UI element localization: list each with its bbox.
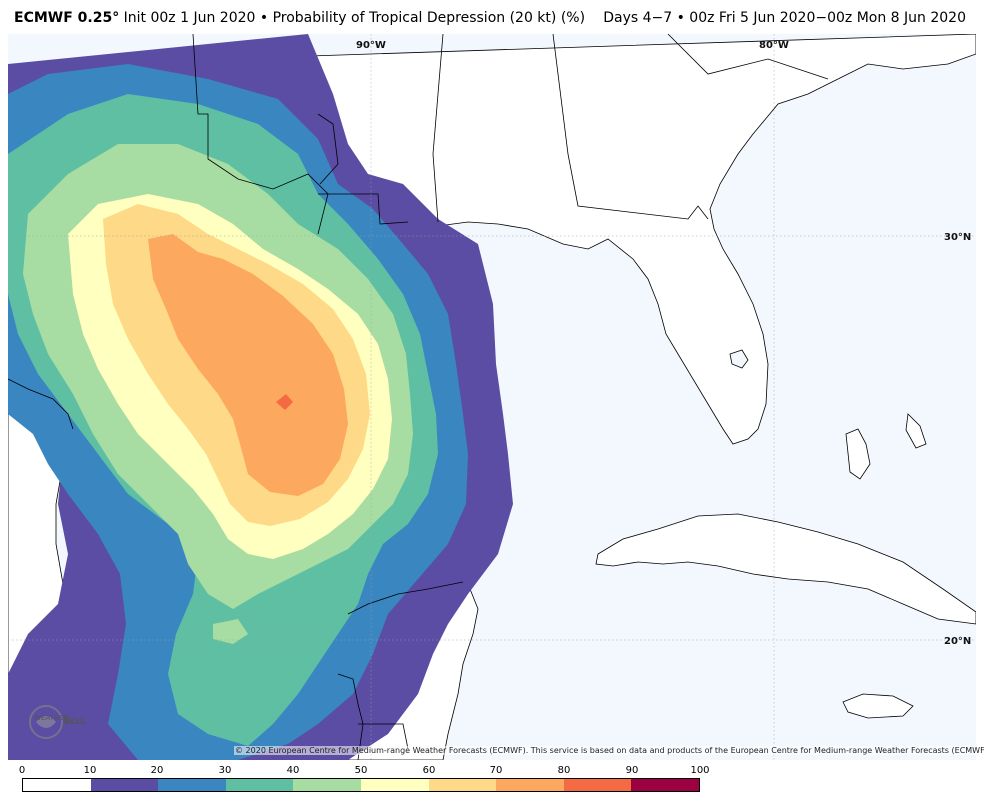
colorbar-segment	[428, 779, 497, 791]
colorbar-tick: 10	[83, 765, 97, 776]
colorbar-tick: 20	[150, 765, 164, 776]
colorbar-tick: 0	[18, 765, 26, 776]
colorbar-segment	[496, 779, 564, 791]
logo-text-weather: WEATHER	[34, 714, 69, 722]
map-title: ECMWF 0.25° Init 00z 1 Jun 2020 • Probab…	[14, 10, 585, 26]
weatherbell-logo: WEATHER BELL	[26, 702, 96, 742]
colorbar-tick: 80	[557, 765, 571, 776]
colorbar-segment	[293, 779, 361, 791]
colorbar	[22, 778, 700, 792]
colorbar-segment	[23, 779, 91, 791]
lon-label-80w: 80°W	[759, 40, 789, 51]
product-title: Init 00z 1 Jun 2020 • Probability of Tro…	[123, 10, 586, 26]
colorbar-tick: 40	[286, 765, 300, 776]
land-lake-okeechobee	[729, 349, 749, 369]
logo-text-bell: BELL	[64, 717, 86, 726]
model-name: ECMWF 0.25°	[14, 10, 120, 26]
land-bahamas	[845, 413, 927, 480]
colorbar-tick: 90	[625, 765, 639, 776]
land-cuba	[595, 513, 976, 625]
logo-globe	[29, 705, 63, 739]
copyright-notice: © 2020 European Centre for Medium-range …	[234, 746, 984, 755]
graticule	[8, 34, 976, 760]
logo-swirl	[36, 716, 56, 728]
land-jamaica	[842, 693, 914, 719]
colorbar-tick: 100	[690, 765, 710, 776]
political-borders	[8, 34, 829, 760]
colorbar-tick: 70	[489, 765, 503, 776]
colorbar-segment	[158, 779, 226, 791]
colorbar-segment	[360, 779, 429, 791]
colorbar-segment	[90, 779, 159, 791]
colorbar-tick: 60	[422, 765, 436, 776]
lat-label-20n: 20°N	[944, 636, 971, 647]
colorbar-segment	[225, 779, 294, 791]
lat-label-30n: 30°N	[944, 232, 971, 243]
lon-label-90w: 90°W	[356, 40, 386, 51]
colorbar-tick: 50	[354, 765, 368, 776]
colorbar-tick: 30	[218, 765, 232, 776]
colorbar-segment	[563, 779, 632, 791]
colorbar-segment	[631, 779, 699, 791]
colorbar-ticks: 0 10 20 30 40 50 60 70 80 90 100	[0, 765, 984, 777]
forecast-period: Days 4−7 • 00z Fri 5 Jun 2020−00z Mon 8 …	[603, 10, 966, 26]
forecast-map: 90°W 80°W 30°N 20°N	[8, 34, 976, 760]
contour-70-80	[148, 234, 348, 496]
contour-80-90	[276, 394, 293, 410]
